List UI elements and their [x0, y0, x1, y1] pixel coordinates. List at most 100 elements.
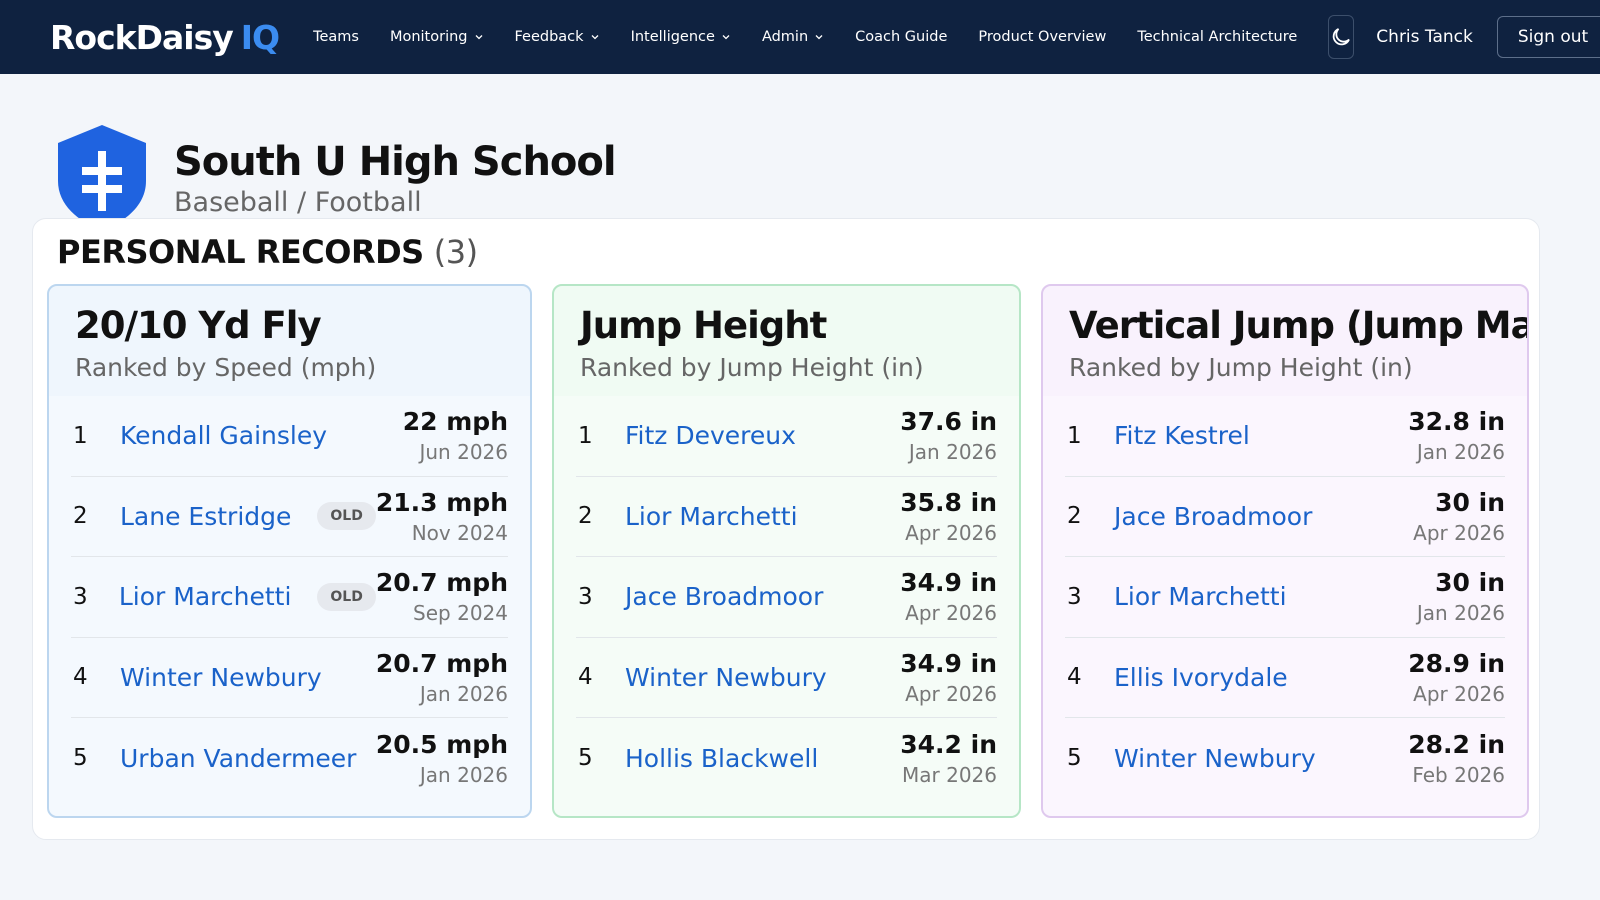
record-row: 1 Fitz Devereux 37.6 in Jan 2026 — [576, 396, 997, 477]
nav-item[interactable]: Technical Architecture — [1137, 29, 1297, 45]
rank: 1 — [73, 422, 88, 449]
record-card: Jump Height Ranked by Jump Height (in) 1 Fi… — [552, 284, 1021, 818]
athlete-link[interactable]: Lane Estridge — [120, 501, 292, 531]
nav-item[interactable]: Product Overview — [978, 29, 1106, 45]
card-title: Vertical Jump (Jump Mat) — [1069, 304, 1529, 347]
date: Jan 2026 — [908, 440, 997, 465]
card-title: 20/10 Yd Fly — [75, 304, 322, 347]
nav-label: Product Overview — [978, 29, 1107, 45]
record-row: 4 Winter Newbury 20.7 mph Jan 2026 — [71, 638, 508, 718]
card-subtitle: Ranked by Jump Height (in) — [580, 353, 924, 382]
brand[interactable]: RockDaisy IQ — [50, 17, 280, 57]
athlete-link[interactable]: Fitz Kestrel — [1114, 421, 1250, 451]
athlete-link[interactable]: Lior Marchetti — [118, 582, 292, 612]
nav-item[interactable]: Admin — [762, 29, 824, 45]
rank: 1 — [1067, 422, 1082, 449]
value: 28.9 in — [1408, 648, 1505, 678]
rank: 3 — [73, 583, 88, 610]
value: 30 in — [1435, 568, 1505, 598]
school-shield — [58, 125, 146, 231]
record-row: 3 Lior Marchetti OLD 20.7 mph Sep 2024 — [71, 557, 508, 638]
card-subtitle: Ranked by Speed (mph) — [75, 353, 377, 382]
rank: 4 — [1067, 664, 1082, 691]
value: 34.2 in — [900, 729, 997, 759]
athlete-link[interactable]: Ellis Ivorydale — [1114, 662, 1288, 692]
section-count: (3) — [433, 233, 478, 271]
section-title-text: PERSONAL RECORDS — [57, 233, 424, 271]
value: 20.7 mph — [375, 568, 508, 598]
school-name: South U High School — [174, 138, 617, 185]
record-value: 22 mph Jun 2026 — [403, 407, 508, 464]
athlete-link[interactable]: Hollis Blackwell — [625, 743, 819, 773]
athlete-link[interactable]: Lior Marchetti — [625, 501, 798, 531]
record-value: 20.7 mph Jan 2026 — [376, 649, 508, 706]
chevron — [815, 35, 823, 40]
rank: 3 — [578, 583, 593, 610]
old-badge: OLD — [317, 502, 376, 531]
record-card: 20/10 Yd Fly Ranked by Speed (mph) 1 Kendal… — [47, 284, 532, 818]
card-header: Vertical Jump (Jump Mat) Ranked by Jump H… — [1043, 286, 1527, 396]
theme-toggle[interactable] — [1328, 15, 1355, 59]
date: Apr 2026 — [905, 601, 997, 626]
record-row: 1 Fitz Kestrel 32.8 in Jan 2026 — [1065, 396, 1505, 477]
nav-item[interactable]: Coach Guide — [855, 29, 947, 45]
nav-item[interactable]: Intelligence — [631, 29, 731, 45]
school-sports: Baseball / Football — [174, 186, 422, 218]
record-value: 32.8 in Jan 2026 — [1408, 407, 1505, 464]
moon-icon — [1333, 28, 1351, 46]
rank: 4 — [73, 664, 88, 691]
nav-label: Teams — [313, 29, 359, 45]
value: 34.9 in — [900, 568, 997, 598]
record-value: 37.6 in Jan 2026 — [900, 407, 997, 464]
nav-item[interactable]: Feedback — [515, 29, 600, 45]
old-badge: OLD — [317, 582, 376, 611]
record-value: 28.2 in Feb 2026 — [1408, 730, 1505, 787]
nav-label: Feedback — [514, 29, 584, 45]
record-value: 34.9 in Apr 2026 — [900, 649, 997, 706]
value: 35.8 in — [900, 487, 997, 517]
athlete-link[interactable]: Kendall Gainsley — [120, 421, 328, 451]
rank: 1 — [578, 422, 593, 449]
date: Jan 2026 — [419, 681, 508, 706]
athlete-link[interactable]: Winter Newbury — [625, 662, 827, 692]
record-value: 35.8 in Apr 2026 — [900, 488, 997, 545]
athlete-link[interactable]: Jace Broadmoor — [1114, 501, 1313, 531]
records-panel: PERSONAL RECORDS (3) 20/10 Yd Fly Ranked b… — [32, 218, 1540, 840]
date: Feb 2026 — [1412, 762, 1505, 787]
brand-suffix: IQ — [240, 17, 280, 57]
chevron — [591, 35, 599, 40]
record-value: 28.9 in Apr 2026 — [1408, 649, 1505, 706]
school-header: South U High School Baseball / Football — [0, 60, 1600, 276]
date: Apr 2026 — [1413, 681, 1505, 706]
nav-label: Intelligence — [630, 29, 715, 45]
athlete-link[interactable]: Lior Marchetti — [1114, 582, 1287, 612]
record-value: 30 in Apr 2026 — [1413, 488, 1505, 545]
date: Nov 2024 — [411, 520, 508, 545]
date: Apr 2026 — [905, 520, 997, 545]
nav-item[interactable]: Teams — [313, 29, 359, 45]
rank: 4 — [578, 664, 593, 691]
athlete-link[interactable]: Winter Newbury — [1114, 743, 1316, 773]
athlete-link[interactable]: Jace Broadmoor — [625, 582, 824, 612]
value: 34.9 in — [900, 648, 997, 678]
navbar: RockDaisy IQ Teams Monitoring Feedback Intel… — [0, 0, 1600, 74]
card-header: 20/10 Yd Fly Ranked by Speed (mph) — [49, 286, 530, 396]
athlete-link[interactable]: Winter Newbury — [120, 662, 322, 692]
nav-item[interactable]: Monitoring — [390, 29, 484, 45]
date: Sep 2024 — [413, 601, 508, 626]
athlete-link[interactable]: Fitz Devereux — [625, 421, 796, 451]
record-list: 1 Fitz Kestrel 32.8 in Jan 2026 2 Jace Broadm… — [1043, 396, 1527, 816]
record-value: 34.2 in Mar 2026 — [900, 730, 997, 787]
sign-out-button[interactable]: Sign out — [1496, 16, 1600, 58]
rank: 2 — [578, 503, 593, 530]
value: 28.2 in — [1408, 729, 1505, 759]
value: 22 mph — [402, 407, 508, 437]
athlete-link[interactable]: Urban Vandermeer — [120, 743, 357, 773]
record-row: 3 Lior Marchetti 30 in Jan 2026 — [1065, 557, 1505, 638]
date: Mar 2026 — [902, 762, 997, 787]
user-name[interactable]: Chris Tanck — [1376, 27, 1473, 47]
record-row: 5 Hollis Blackwell 34.2 in Mar 2026 — [576, 718, 997, 799]
record-row: 1 Kendall Gainsley 22 mph Jun 2026 — [71, 396, 508, 477]
record-value: 34.9 in Apr 2026 — [900, 568, 997, 625]
